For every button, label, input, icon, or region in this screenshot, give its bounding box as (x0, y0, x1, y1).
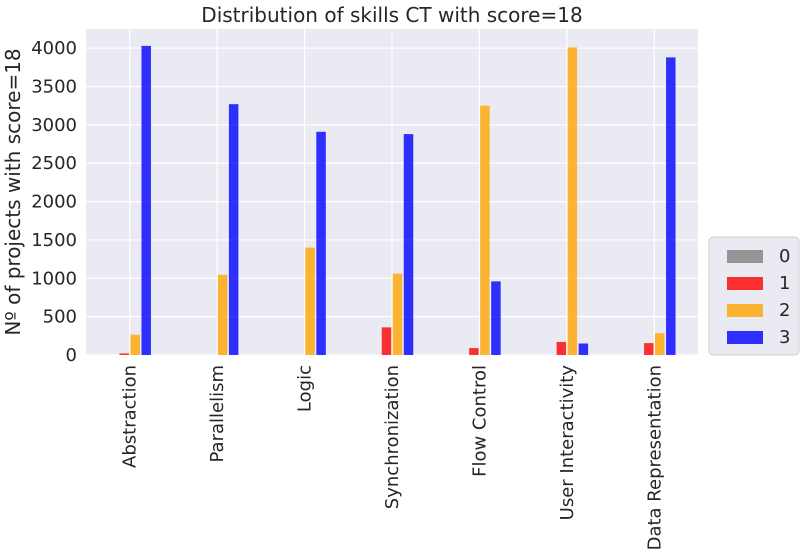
bar-series-1 (556, 341, 567, 355)
bar-series-2 (480, 105, 490, 356)
x-tick-label: Data Representation (644, 365, 665, 550)
x-tick-label: Abstraction (120, 365, 141, 468)
bar-series-2 (305, 247, 315, 355)
y-tick-label: 1500 (31, 230, 77, 251)
legend: 0 1 2 3 (708, 236, 800, 356)
legend-label: 1 (779, 273, 790, 294)
bar-series-2 (392, 273, 403, 355)
legend-swatch (727, 250, 763, 263)
bar-series-2 (217, 274, 228, 355)
bar-series-1 (469, 348, 479, 355)
y-axis-label: Nº of projects with score=18 (1, 48, 25, 335)
legend-label: 2 (779, 300, 790, 321)
x-tick-label: Logic (295, 365, 316, 412)
bar-series-1 (381, 327, 392, 355)
bar-series-2 (567, 47, 578, 355)
y-tick-label: 4000 (31, 38, 77, 59)
bar-series-2 (655, 333, 665, 355)
legend-swatch (727, 304, 763, 317)
x-tick-label: Parallelism (207, 365, 228, 463)
bars (119, 45, 676, 356)
x-tick-label: User Interactivity (557, 365, 578, 521)
y-tick-label: 3000 (31, 115, 77, 136)
bar-series-2 (130, 334, 140, 355)
y-tick-label: 1000 (31, 268, 77, 289)
y-tick-label: 2000 (31, 192, 77, 213)
x-tick-label: Synchronization (382, 365, 403, 509)
legend-box (708, 236, 800, 356)
legend-label: 3 (779, 327, 790, 348)
bar-series-3 (491, 281, 501, 355)
bar-series-1 (119, 353, 129, 355)
bar-series-3 (228, 104, 239, 355)
legend-swatch (727, 331, 763, 344)
bar-series-3 (141, 45, 151, 355)
x-tick-labels: Abstraction Parallelism Logic Synchronizati… (120, 365, 666, 551)
y-tick-label: 500 (43, 307, 77, 328)
y-tick-labels: 0 500 1000 1500 2000 2500 3000 3500 4000 (31, 38, 77, 366)
bar-series-3 (316, 131, 326, 355)
legend-label: 0 (779, 246, 790, 267)
bar-series-3 (403, 134, 414, 355)
bar-series-3 (666, 57, 676, 356)
grid-lines (86, 29, 698, 356)
x-tick-label: Flow Control (469, 365, 490, 477)
chart-title: Distribution of skills CT with score=18 (201, 3, 582, 27)
legend-swatch (727, 277, 763, 290)
y-tick-label: 0 (66, 345, 77, 366)
y-tick-label: 2500 (31, 153, 77, 174)
y-tick-label: 3500 (31, 77, 77, 98)
bar-series-3 (578, 343, 589, 355)
bar-series-1 (644, 343, 654, 355)
